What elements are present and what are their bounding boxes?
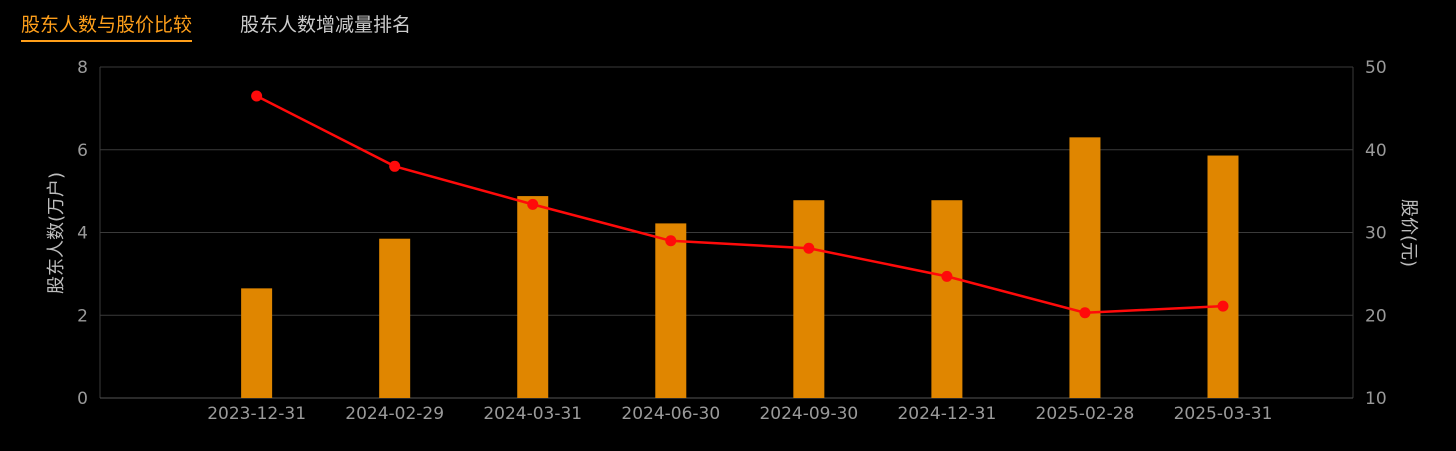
x-tick-label: 2025-02-28	[1036, 404, 1135, 424]
grid-lines	[99, 66, 1354, 399]
price-point	[941, 270, 953, 282]
bar	[1069, 137, 1101, 398]
tab-shareholder-change-ranking[interactable]: 股东人数增减量排名	[240, 14, 412, 36]
bar	[931, 200, 963, 398]
axes: 0 2 4 6 8 10 20 30 40 50 2023-12-31 2024-02-29 2024-…	[77, 58, 1386, 424]
line-series	[251, 90, 1229, 319]
price-point	[1217, 300, 1229, 312]
x-tick-label: 2024-06-30	[621, 404, 720, 424]
y-tick-label: 4	[77, 224, 88, 244]
x-tick-label: 2024-03-31	[483, 404, 582, 424]
y-tick-label: 6	[77, 141, 88, 161]
y2-tick-label: 20	[1365, 306, 1387, 326]
bar-series	[241, 137, 1239, 398]
y-tick-label: 2	[77, 306, 88, 326]
y2-tick-label: 40	[1365, 141, 1387, 161]
x-tick-label: 2023-12-31	[207, 404, 306, 424]
price-point	[665, 235, 677, 247]
y2-tick-label: 10	[1365, 389, 1387, 409]
tab-bar: 股东人数与股价比较 股东人数增减量排名	[0, 0, 1456, 48]
tab-shareholders-vs-price[interactable]: 股东人数与股价比较	[21, 12, 193, 42]
x-tick-label: 2024-02-29	[345, 404, 444, 424]
y-tick-label: 0	[77, 389, 88, 409]
bar	[517, 196, 549, 398]
bar	[1207, 155, 1239, 398]
bar	[793, 200, 825, 398]
y2-axis-title: 股价(元)	[1398, 199, 1419, 267]
x-tick-label: 2024-09-30	[759, 404, 858, 424]
price-point	[1079, 307, 1091, 319]
x-tick-label: 2024-12-31	[897, 404, 996, 424]
price-point	[389, 160, 401, 172]
y2-tick-label: 50	[1365, 58, 1387, 78]
x-tick-label: 2025-03-31	[1174, 404, 1273, 424]
y-tick-label: 8	[77, 58, 88, 78]
bar	[379, 238, 411, 398]
y-axis-title: 股东人数(万户)	[46, 172, 67, 294]
price-line	[256, 94, 1224, 315]
price-point	[527, 198, 539, 210]
y2-tick-label: 30	[1365, 224, 1387, 244]
price-point	[251, 90, 263, 102]
bar	[655, 223, 687, 398]
bar	[241, 288, 273, 398]
price-point	[803, 242, 815, 254]
